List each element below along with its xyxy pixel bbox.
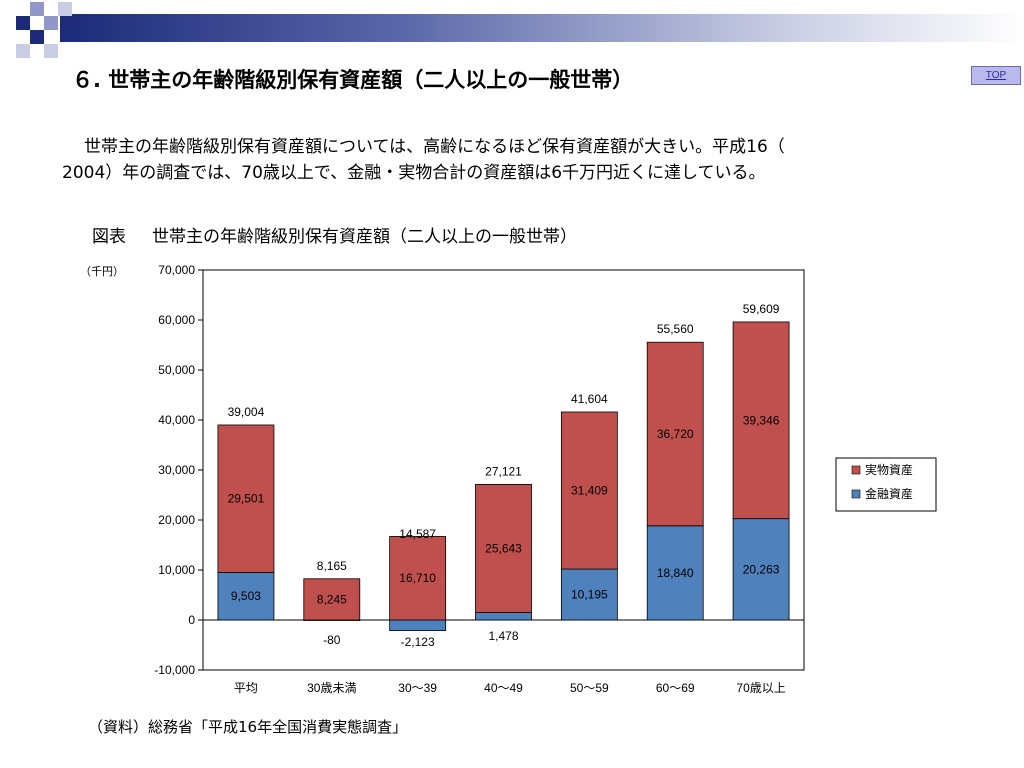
x-category-label: 60～69 bbox=[656, 681, 695, 695]
header-banner bbox=[0, 0, 1024, 60]
data-label-real: 16,710 bbox=[399, 571, 436, 585]
legend-swatch bbox=[851, 465, 861, 475]
y-tick-label: 50,000 bbox=[158, 363, 195, 377]
x-category-label: 平均 bbox=[234, 681, 258, 695]
data-label-total: 39,004 bbox=[228, 405, 265, 419]
data-label-financial: 9,503 bbox=[231, 589, 261, 603]
bar-financial bbox=[560, 568, 618, 621]
x-category-label: 70歳以上 bbox=[736, 681, 785, 695]
x-axis-labels: 平均 30歳未満 30～39 40～49 50～59 60～69 70歳以上 bbox=[234, 681, 786, 695]
y-tick-label: 70,000 bbox=[158, 263, 195, 277]
data-label-total: 14,587 bbox=[399, 527, 436, 541]
x-category-label: 30歳未満 bbox=[307, 681, 356, 695]
banner-square bbox=[16, 44, 30, 58]
bar-real bbox=[732, 321, 790, 520]
banner-square bbox=[30, 2, 44, 16]
bar-real bbox=[475, 483, 532, 614]
data-label-financial: 1,478 bbox=[488, 629, 518, 643]
banner-square bbox=[44, 44, 58, 58]
banner-square bbox=[16, 16, 30, 30]
bar-financial bbox=[389, 619, 447, 632]
data-label-real: 36,720 bbox=[657, 427, 694, 441]
bar-financial bbox=[217, 572, 275, 621]
figure-title: 世帯主の年齢階級別保有資産額（二人以上の一般世帯） bbox=[152, 227, 577, 247]
data-label-financial: -2,123 bbox=[401, 635, 435, 649]
bar-real bbox=[646, 341, 704, 527]
legend-label: 金融資産 bbox=[865, 486, 913, 501]
data-label-real: 25,643 bbox=[485, 542, 522, 556]
banner-square bbox=[58, 2, 72, 16]
y-tick-label: 30,000 bbox=[158, 463, 195, 477]
bars: 9,503 29,501 39,004 -80 8,245 8,165 -2,123 16,7… bbox=[217, 302, 790, 649]
y-tick-label: 10,000 bbox=[158, 563, 195, 577]
bar-financial bbox=[732, 518, 790, 621]
summary-paragraph: 世帯主の年齢階級別保有資産額については、高齢になるほど保有資産額が大きい。平成1… bbox=[62, 134, 992, 186]
figure-label: 図表 bbox=[92, 227, 126, 247]
x-category-label: 50～59 bbox=[570, 681, 609, 695]
y-tick-label: 40,000 bbox=[158, 413, 195, 427]
source-note: （資料）総務省「平成16年全国消費実態調査」 bbox=[88, 718, 408, 736]
bar-real bbox=[303, 578, 361, 621]
banner-gradient bbox=[60, 14, 1024, 42]
y-tick-label: -10,000 bbox=[154, 663, 195, 677]
bar-financial bbox=[646, 525, 704, 621]
bar-real bbox=[217, 424, 275, 573]
figure-caption: 図表 世帯主の年齢階級別保有資産額（二人以上の一般世帯） bbox=[92, 222, 577, 247]
banner-square bbox=[30, 30, 44, 44]
bar-financial bbox=[475, 612, 532, 621]
bar-real bbox=[389, 536, 447, 621]
data-label-real: 8,245 bbox=[317, 592, 347, 606]
legend-swatch bbox=[851, 489, 861, 499]
data-label-real: 29,501 bbox=[228, 492, 265, 506]
legend-label: 実物資産 bbox=[865, 462, 913, 477]
summary-line-1: 世帯主の年齢階級別保有資産額については、高齢になるほど保有資産額が大きい。平成1… bbox=[84, 137, 785, 157]
data-label-financial: 18,840 bbox=[657, 566, 694, 580]
data-label-total: 55,560 bbox=[657, 322, 694, 336]
y-tick-label: 60,000 bbox=[158, 313, 195, 327]
x-category-label: 30～39 bbox=[398, 681, 437, 695]
data-label-financial: -80 bbox=[323, 633, 341, 647]
data-label-total: 8,165 bbox=[317, 559, 347, 573]
y-tick-label: 0 bbox=[188, 613, 195, 627]
summary-line-2: 2004）年の調査では、70歳以上で、金融・実物合計の資産額は6千万円近くに達し… bbox=[62, 163, 766, 183]
data-label-financial: 10,195 bbox=[571, 588, 608, 602]
data-label-total: 27,121 bbox=[485, 464, 522, 478]
y-tick-label: 20,000 bbox=[158, 513, 195, 527]
data-label-total: 59,609 bbox=[743, 302, 780, 316]
data-label-real: 31,409 bbox=[571, 484, 608, 498]
slide-title: ６. 世帯主の年齢階級別保有資産額（二人以上の一般世帯） bbox=[72, 68, 634, 92]
data-label-financial: 20,263 bbox=[743, 562, 780, 576]
data-label-real: 39,346 bbox=[743, 413, 780, 427]
bar-real bbox=[560, 411, 618, 570]
data-label-total: 41,604 bbox=[571, 392, 608, 406]
x-category-label: 40～49 bbox=[484, 681, 523, 695]
top-button[interactable]: TOP bbox=[971, 66, 1021, 85]
y-unit-label: （千円） bbox=[80, 265, 124, 278]
banner-square bbox=[44, 16, 58, 30]
